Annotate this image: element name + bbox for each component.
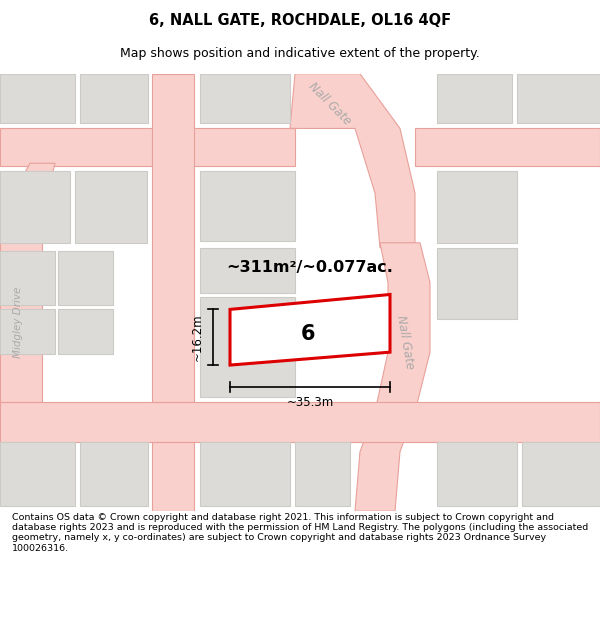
Polygon shape: [437, 442, 517, 506]
Polygon shape: [295, 442, 350, 506]
Text: Map shows position and indicative extent of the property.: Map shows position and indicative extent…: [120, 47, 480, 59]
Polygon shape: [58, 251, 113, 306]
Polygon shape: [0, 171, 70, 242]
Polygon shape: [437, 171, 517, 242]
Polygon shape: [0, 251, 55, 306]
Text: ~311m²/~0.077ac.: ~311m²/~0.077ac.: [227, 260, 394, 275]
Polygon shape: [522, 442, 600, 506]
Text: ~16.2m: ~16.2m: [191, 313, 203, 361]
Polygon shape: [355, 242, 430, 511]
Polygon shape: [200, 248, 295, 292]
Polygon shape: [437, 74, 512, 124]
Polygon shape: [200, 442, 290, 506]
Polygon shape: [0, 442, 75, 506]
Polygon shape: [437, 248, 517, 319]
Polygon shape: [290, 74, 415, 248]
Text: 6: 6: [301, 324, 315, 344]
Polygon shape: [80, 74, 148, 124]
Polygon shape: [517, 74, 600, 124]
Polygon shape: [230, 294, 390, 365]
Text: Contains OS data © Crown copyright and database right 2021. This information is : Contains OS data © Crown copyright and d…: [12, 512, 588, 552]
Polygon shape: [200, 74, 290, 124]
Polygon shape: [0, 129, 295, 166]
Polygon shape: [200, 298, 295, 397]
Polygon shape: [0, 309, 55, 354]
Polygon shape: [0, 163, 55, 218]
Polygon shape: [0, 74, 75, 124]
Text: ~35.3m: ~35.3m: [286, 396, 334, 409]
Text: Midgley Drive: Midgley Drive: [13, 287, 23, 358]
Text: 6, NALL GATE, ROCHDALE, OL16 4QF: 6, NALL GATE, ROCHDALE, OL16 4QF: [149, 13, 451, 28]
Polygon shape: [58, 309, 113, 354]
Polygon shape: [0, 218, 42, 402]
Polygon shape: [75, 171, 147, 242]
Polygon shape: [80, 442, 148, 506]
Text: Nall Gate: Nall Gate: [306, 80, 354, 128]
Polygon shape: [200, 171, 295, 241]
Polygon shape: [0, 402, 600, 442]
Polygon shape: [415, 129, 600, 166]
Text: Nall Gate: Nall Gate: [394, 314, 416, 370]
Polygon shape: [152, 74, 194, 402]
Polygon shape: [152, 442, 194, 511]
